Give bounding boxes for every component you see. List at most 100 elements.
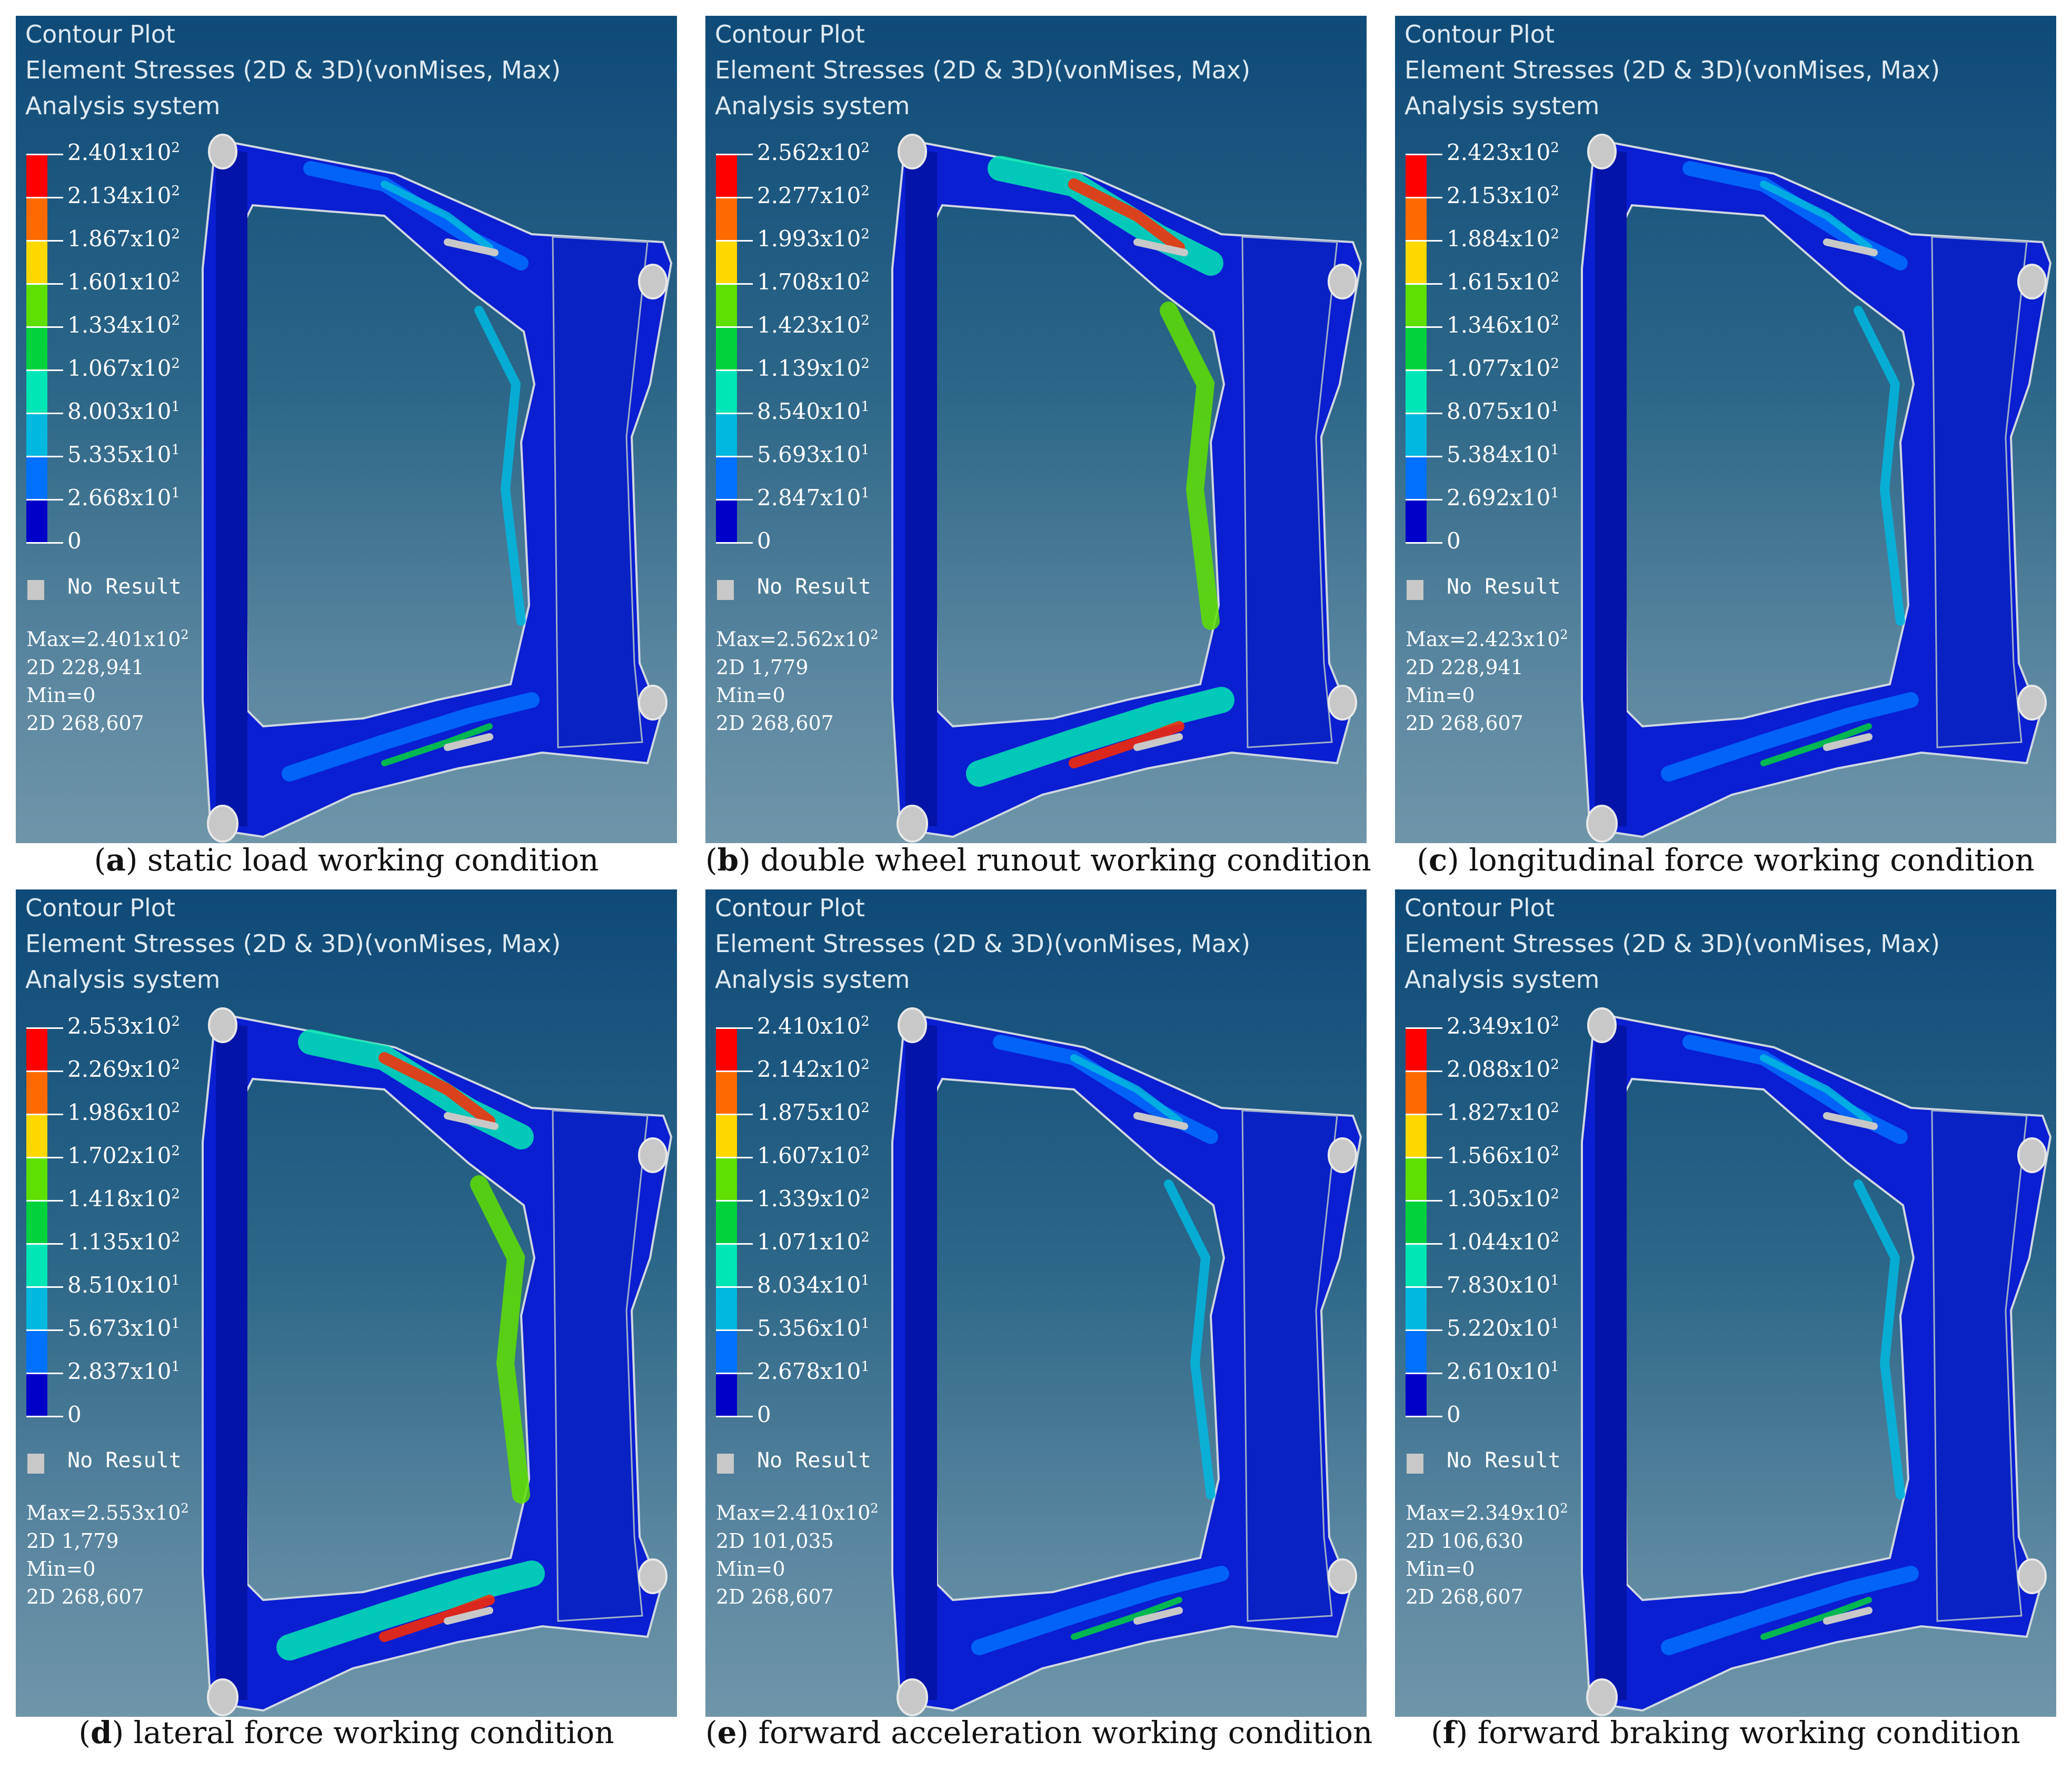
legend-exp-base: x10 (820, 1229, 861, 1255)
legend-label: 1.346x102 (1447, 312, 1559, 338)
no-result-swatch (717, 1454, 734, 1474)
mount-bushing (207, 1678, 238, 1716)
legend-exp-base: x10 (131, 226, 172, 252)
plot-analysis-system: Analysis system (1404, 965, 1600, 994)
max-value: Max=2.562x102 (716, 621, 879, 654)
legend-exp-base: x10 (820, 183, 861, 208)
legend-exp-base: x10 (820, 312, 861, 338)
contour-panel-f[interactable]: Contour Plot Element Stresses (2D & 3D)(v… (1395, 889, 2056, 1717)
subframe-contour-image (1581, 1007, 2052, 1716)
contour-panel-c[interactable]: Contour Plot Element Stresses (2D & 3D)(v… (1395, 16, 2056, 843)
mount-bushing (1328, 685, 1357, 721)
stats-block: Max=2.553x102 2D 1,779 Min=0 2D 268,607 (26, 1495, 189, 1611)
legend-tick (716, 1286, 753, 1288)
legend-tick (716, 456, 753, 457)
legend-color-band (716, 1200, 737, 1243)
plot-subtitle: Element Stresses (2D & 3D)(vonMises, Max… (715, 929, 1251, 958)
legend-exponent: 2 (861, 1014, 870, 1029)
legend-label: 2.134x102 (67, 183, 180, 208)
right-mount-plate (552, 1109, 649, 1622)
mount-slot (444, 733, 493, 751)
legend-tick (26, 1070, 63, 1072)
legend-tick (1406, 197, 1442, 198)
legend-exponent: 2 (861, 183, 870, 199)
legend-exp-base: x10 (1510, 1186, 1551, 1212)
contour-panel-b[interactable]: Contour Plot Element Stresses (2D & 3D)(v… (705, 16, 1367, 843)
stats-block: Max=2.562x102 2D 1,779 Min=0 2D 268,607 (716, 621, 879, 737)
legend-value: 1.993 (757, 226, 821, 252)
legend-color-band (26, 499, 47, 542)
contour-panel-a[interactable]: Contour Plot Element Stresses (2D & 3D)(v… (16, 16, 677, 843)
legend-color-band (1406, 283, 1427, 326)
mount-bushing (896, 805, 928, 843)
legend-exponent: 2 (1550, 1100, 1559, 1116)
color-legend: 2.562x102 2.277x102 1.993x102 1.708x102 1.42… (716, 139, 884, 600)
legend-exponent: 2 (861, 140, 870, 156)
legend-tick (26, 499, 63, 501)
panel-caption: (a) static load working condition (94, 842, 599, 878)
legend-label: 1.702x102 (67, 1143, 180, 1168)
legend-color-band (26, 413, 47, 456)
legend-exponent: 1 (861, 485, 870, 501)
legend-color-band (26, 1027, 47, 1070)
legend-label: 2.837x101 (67, 1358, 180, 1384)
contour-panel-d[interactable]: Contour Plot Element Stresses (2D & 3D)(v… (16, 889, 677, 1717)
legend-exponent: 1 (861, 442, 870, 458)
caption-letter: b (717, 842, 739, 878)
legend-color-band (26, 1200, 47, 1243)
legend-value: 1.077 (1447, 355, 1510, 381)
plot-subtitle: Element Stresses (2D & 3D)(vonMises, Max… (25, 929, 561, 958)
mount-bushing (2017, 1137, 2047, 1173)
legend-color-band (1406, 197, 1427, 240)
legend-value: 0 (1447, 528, 1461, 554)
legend-value: 2.553 (67, 1013, 131, 1039)
legend-label: 2.269x102 (67, 1056, 180, 1082)
mount-bushing (1328, 1558, 1357, 1594)
mount-slot (1133, 238, 1188, 256)
legend-value: 5.335 (67, 442, 131, 467)
legend-exponent: 2 (171, 1143, 180, 1159)
legend-exponent: 2 (1550, 1229, 1559, 1245)
legend-value: 1.334 (67, 312, 131, 338)
legend-color-band (1406, 499, 1427, 542)
legend-value: 1.566 (1447, 1143, 1510, 1168)
mount-bushing (638, 264, 668, 299)
legend-color-band (1406, 1243, 1427, 1286)
no-result-label: No Result (1447, 575, 1561, 599)
left-rail-shade (216, 1021, 247, 1700)
legend-tick (1406, 154, 1442, 155)
legend-exp-base: x10 (131, 1143, 172, 1168)
legend-value: 8.510 (67, 1272, 131, 1298)
stress-streak (1071, 1597, 1182, 1640)
stress-streak (282, 692, 540, 782)
stress-streak (1854, 1179, 1905, 1499)
legend-tick (1406, 1416, 1442, 1417)
legend-exp-base: x10 (131, 1229, 172, 1255)
legend-exponent: 1 (1550, 442, 1559, 458)
plot-analysis-system: Analysis system (1404, 92, 1600, 120)
legend-tick (716, 154, 753, 155)
legend-color-band (26, 1114, 47, 1157)
max-exponent: 2 (1560, 1501, 1568, 1516)
legend-value: 0 (67, 528, 82, 554)
legend-exponent: 2 (1550, 183, 1559, 199)
legend-exp-base: x10 (820, 1186, 861, 1212)
legend-color-band (1406, 326, 1427, 369)
legend-exponent: 2 (861, 1143, 870, 1159)
legend-tick (26, 240, 63, 242)
legend-color-band (26, 456, 47, 499)
legend-exponent: 2 (1550, 1143, 1559, 1159)
legend-color-band (1406, 1329, 1427, 1373)
legend-color-band (716, 413, 737, 456)
legend-value: 2.610 (1447, 1358, 1510, 1384)
mount-slot (444, 238, 499, 256)
legend-exp-base: x10 (131, 1013, 172, 1039)
mount-bushing (207, 805, 238, 843)
legend-value: 1.867 (67, 226, 131, 252)
legend-tick (716, 1200, 753, 1202)
left-rail-shade (905, 1021, 937, 1700)
stress-streak (381, 181, 493, 251)
contour-panel-e[interactable]: Contour Plot Element Stresses (2D & 3D)(v… (705, 889, 1367, 1717)
legend-value: 5.673 (67, 1315, 131, 1341)
legend-value: 1.607 (757, 1143, 821, 1168)
